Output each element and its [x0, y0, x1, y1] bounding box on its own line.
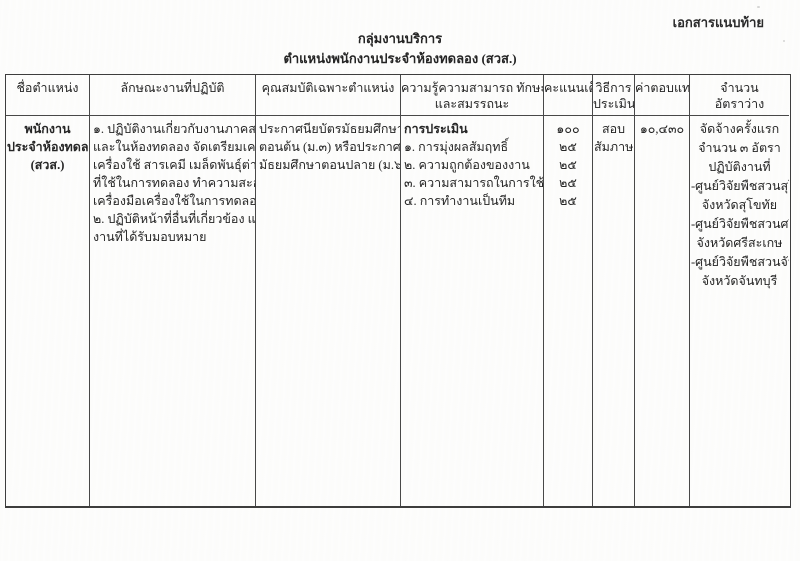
header-job-description: ลักษณะงานที่ปฏิบัติ [90, 75, 256, 116]
assessment-heading: การประเมิน [404, 122, 468, 136]
cell-scores: ๑๐๐ ๒๕ ๒๕ ๒๕ ๒๕ [544, 116, 593, 506]
cell-job-description: ๑. ปฏิบัติงานเกี่ยวกับงานภาคสนาม และในห้… [90, 116, 256, 506]
scan-speck [783, 40, 785, 42]
position-table: ชื่อตำแหน่ง ลักษณะงานที่ปฏิบัติ คุณสมบัต… [5, 74, 791, 508]
header-position-name: ชื่อตำแหน่ง [6, 75, 90, 116]
score-total: ๑๐๐ [556, 122, 580, 136]
cell-qualifications: ประกาศนียบัตรมัธยมศึกษา ตอนต้น (ม.๓) หรื… [256, 116, 401, 506]
header-full-score: คะแนนเต็ม [544, 75, 593, 116]
cell-knowledge-skills: การประเมิน ๑. การมุ่งผลสัมฤทธิ์ ๒. ความถ… [401, 116, 544, 506]
page-title: กลุ่มงานบริการ [357, 31, 443, 46]
header-knowledge-skills: ความรู้ความสามารถ ทักษะ และสมรรถนะ [401, 75, 544, 116]
header-evaluation-method: วิธีการ ประเมิน [593, 75, 635, 116]
header-vacancies: จำนวน อัตราว่าง [690, 75, 789, 116]
header-qualifications: คุณสมบัติเฉพาะตำแหน่ง [256, 75, 401, 116]
scan-speck [757, 6, 760, 8]
header-compensation: ค่าตอบแทน [635, 75, 690, 116]
cell-vacancies: จัดจ้างครั้งแรก จำนวน ๓ อัตรา ปฏิบัติงาน… [691, 122, 789, 288]
cell-compensation: ๑๐,๔๓๐ [635, 116, 690, 506]
corner-note: เอกสารแนบท้าย [672, 15, 764, 30]
compensation-amount: ๑๐,๔๓๐ [639, 122, 685, 136]
cell-evaluation-method: สอบ สัมภาษณ์ [593, 116, 635, 506]
cell-position-name: พนักงาน ประจำห้องทดลอง (สวส.) [6, 116, 90, 506]
page-subtitle: ตำแหน่งพนักงานประจำห้องทดลอง (สวส.) [283, 51, 517, 66]
